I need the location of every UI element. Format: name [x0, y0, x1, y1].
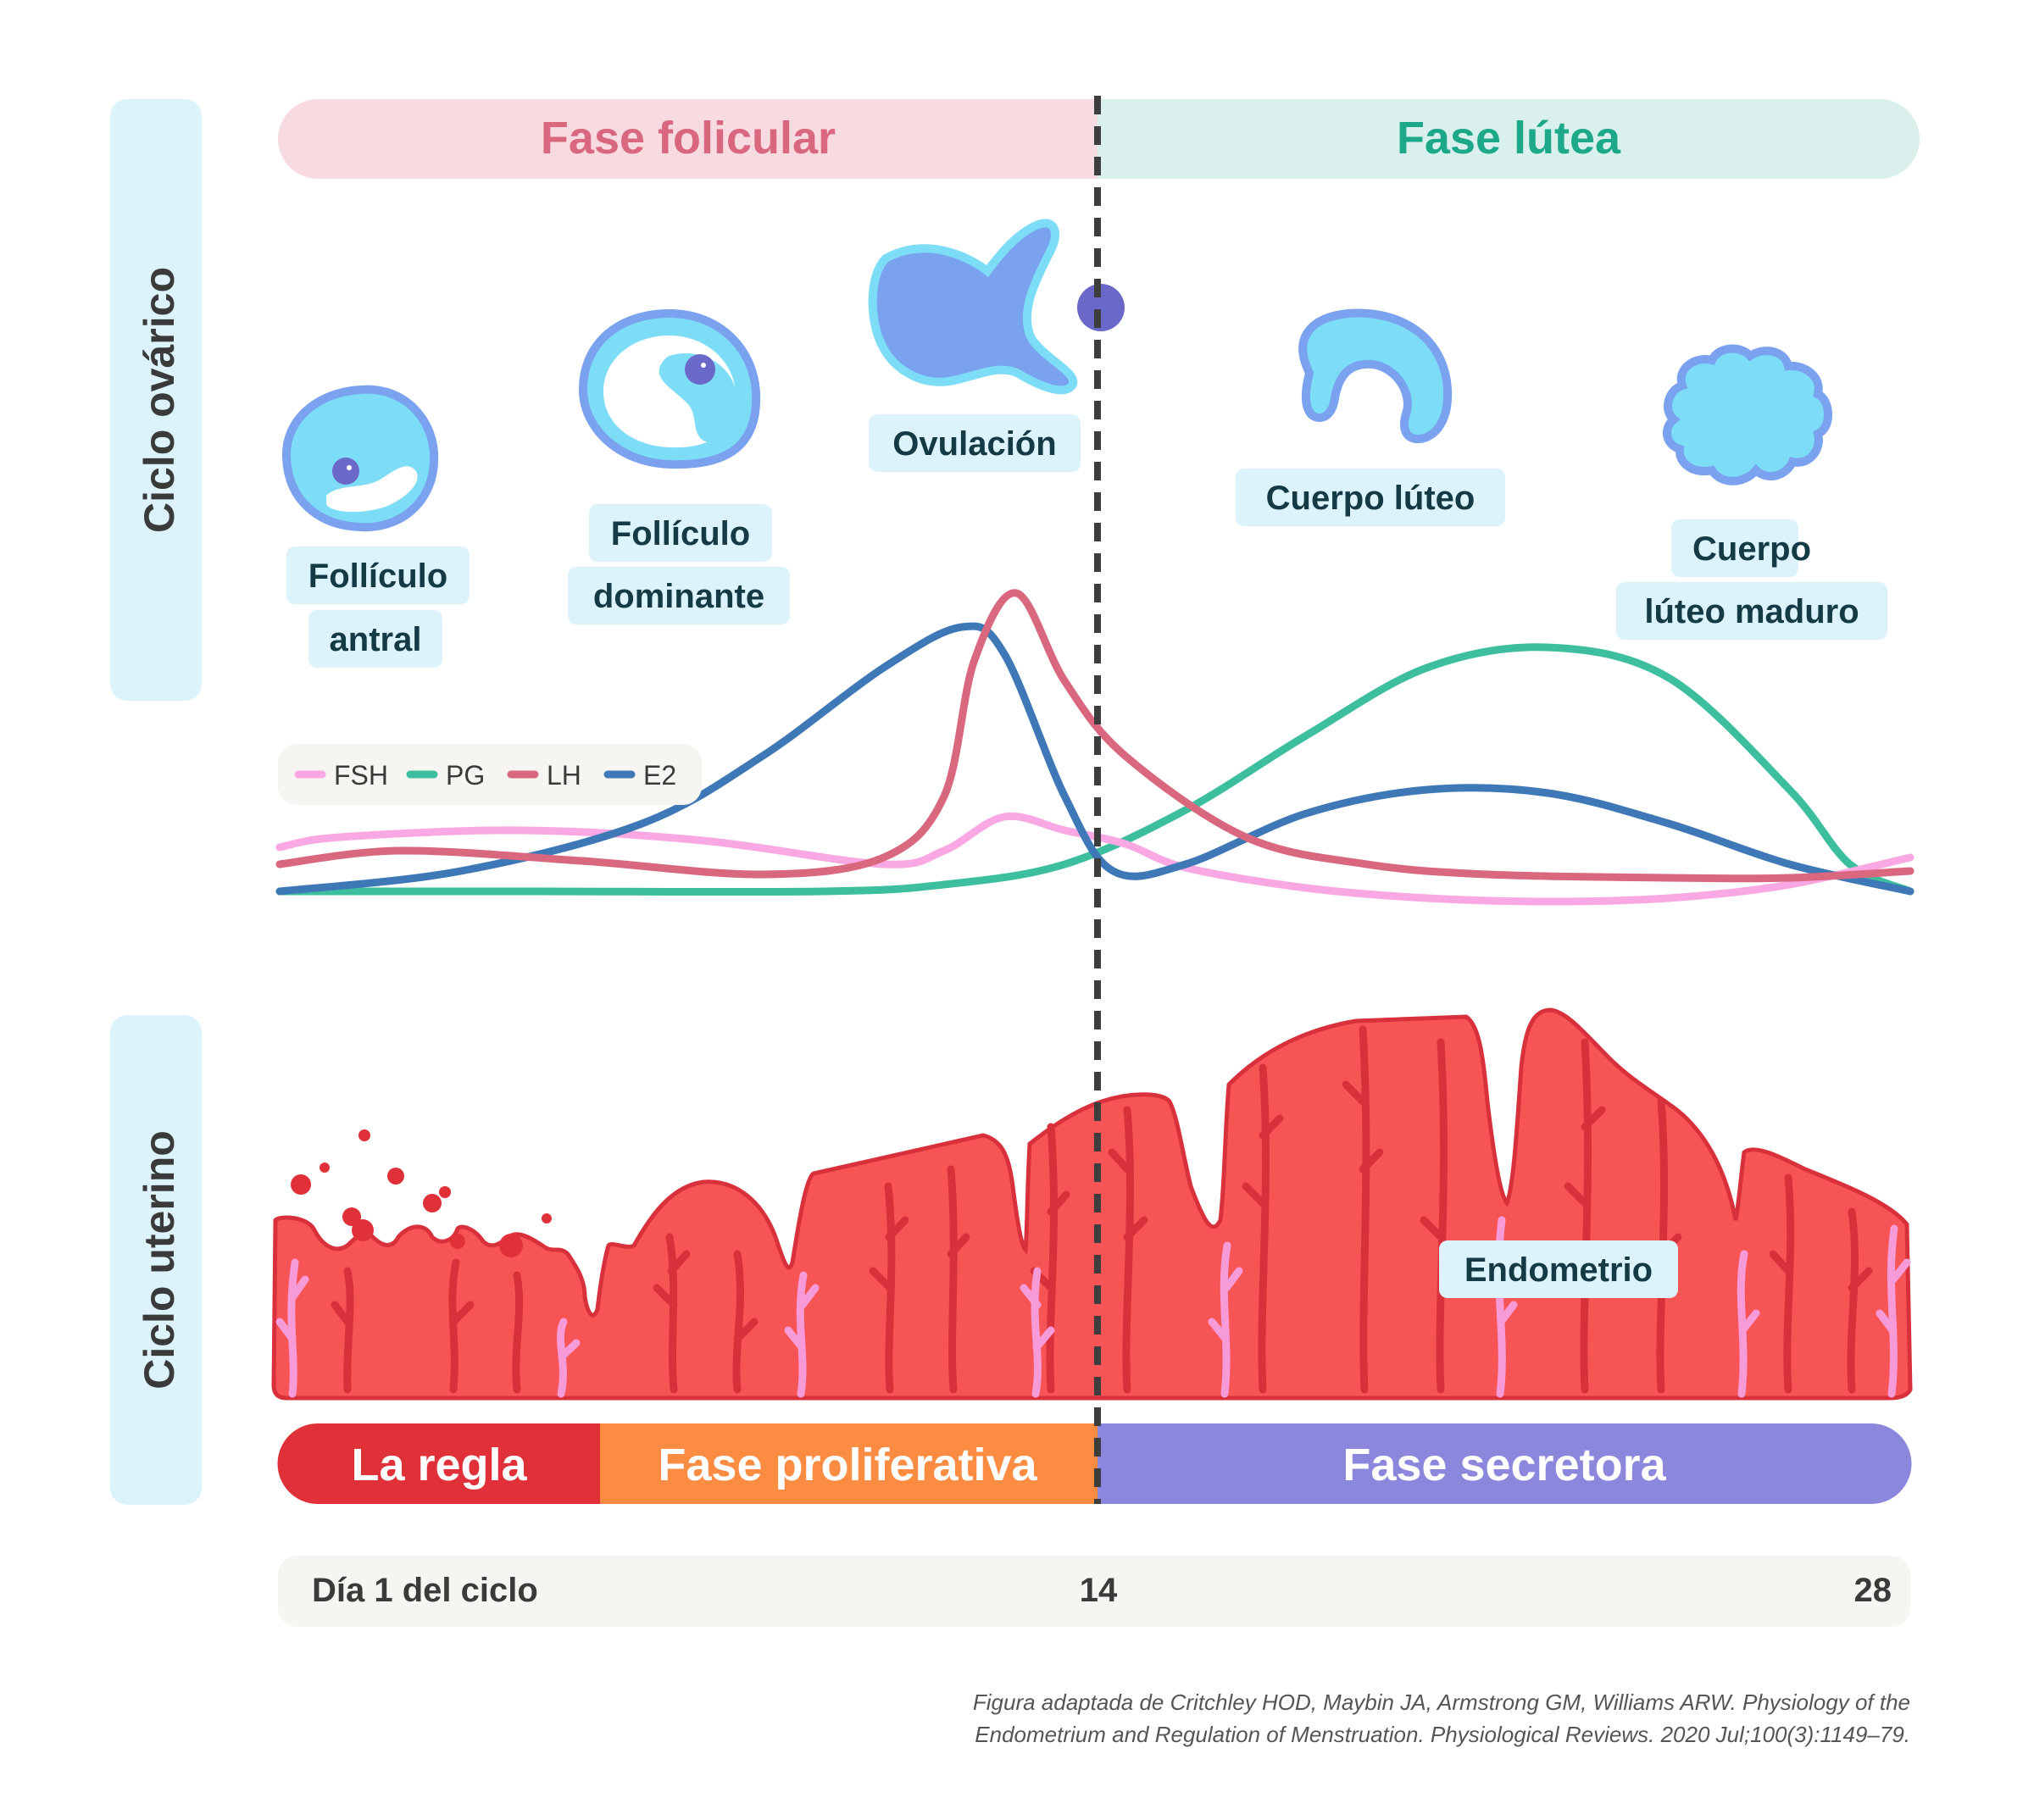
antral-follicle-label-line2: antral	[330, 621, 422, 658]
bottom-phase-bar: La regla Fase proliferativa Fase secreto…	[277, 1423, 1912, 1505]
follicular-phase-label: Fase folicular	[541, 113, 836, 164]
mature-corpus-luteum-label-line1: Cuerpo	[1692, 530, 1811, 568]
luteal-phase-label: Fase lútea	[1397, 113, 1621, 164]
secretory-phase-label: Fase secretora	[1342, 1440, 1666, 1490]
menstrual-blood-droplets	[291, 1129, 552, 1257]
series-line-lh	[275, 589, 1915, 883]
cycle-day-timeline: Día 1 del ciclo 14 28	[278, 1556, 1910, 1627]
uterine-cycle-side-panel: Ciclo uterino	[110, 1015, 202, 1505]
timeline-start-label: Día 1 del ciclo	[312, 1572, 538, 1609]
ovulation-label: Ovulación	[869, 414, 1081, 472]
legend-label-fsh: FSH	[334, 760, 388, 791]
dominant-follicle-label-line1: Follículo	[611, 515, 750, 552]
dominant-follicle-label-line2: dominante	[593, 578, 764, 615]
uterine-cycle-label: Ciclo uterino	[136, 1130, 183, 1390]
timeline-end-label: 28	[1854, 1572, 1892, 1609]
timeline-mid-label: 14	[1080, 1572, 1118, 1609]
mature-corpus-luteum-label: Cuerpo lúteo maduro	[1616, 519, 1887, 640]
citation-line1: Figura adaptada de Critchley HOD, Maybin…	[973, 1690, 1910, 1715]
ovarian-cycle-side-panel: Ciclo ovárico	[110, 99, 202, 701]
hormone-chart	[275, 589, 1915, 906]
mature-corpus-luteum-icon	[1663, 344, 1832, 486]
antral-follicle-icon	[281, 385, 439, 532]
legend-label-e2: E2	[643, 760, 676, 791]
ovulation-icon	[868, 219, 1125, 395]
dominant-follicle-label: Follículo dominante	[568, 504, 790, 624]
citation-line2: Endometrium and Regulation of Menstruati…	[975, 1722, 1910, 1747]
legend-label-lh: LH	[547, 760, 581, 791]
series-line-e2	[275, 622, 1915, 896]
dominant-follicle-icon	[578, 308, 761, 469]
citation: Figura adaptada de Critchley HOD, Maybin…	[973, 1690, 1910, 1747]
ovarian-cycle-label: Ciclo ovárico	[136, 267, 183, 533]
antral-follicle-label: Follículo antral	[286, 547, 470, 668]
menses-label: La regla	[351, 1440, 527, 1490]
corpus-luteum-icon	[1298, 308, 1453, 444]
antral-follicle-label-line1: Follículo	[308, 558, 447, 595]
endometrium-label-text: Endometrio	[1464, 1251, 1653, 1289]
ovulation-label-text: Ovulación	[892, 425, 1056, 463]
hormone-legend: FSH PG LH E2	[278, 744, 702, 805]
legend-label-pg: PG	[446, 760, 485, 791]
corpus-luteum-label-text: Cuerpo lúteo	[1266, 480, 1475, 517]
endometrium-label: Endometrio	[1439, 1240, 1678, 1298]
endometrium-illustration	[271, 1007, 1913, 1401]
mature-corpus-luteum-label-line2: lúteo maduro	[1644, 593, 1859, 630]
top-phase-bar: Fase folicular Fase lútea	[278, 99, 1920, 179]
proliferative-phase-label: Fase proliferativa	[658, 1440, 1037, 1490]
corpus-luteum-label: Cuerpo lúteo	[1236, 469, 1505, 526]
series-line-pg	[275, 643, 1915, 896]
